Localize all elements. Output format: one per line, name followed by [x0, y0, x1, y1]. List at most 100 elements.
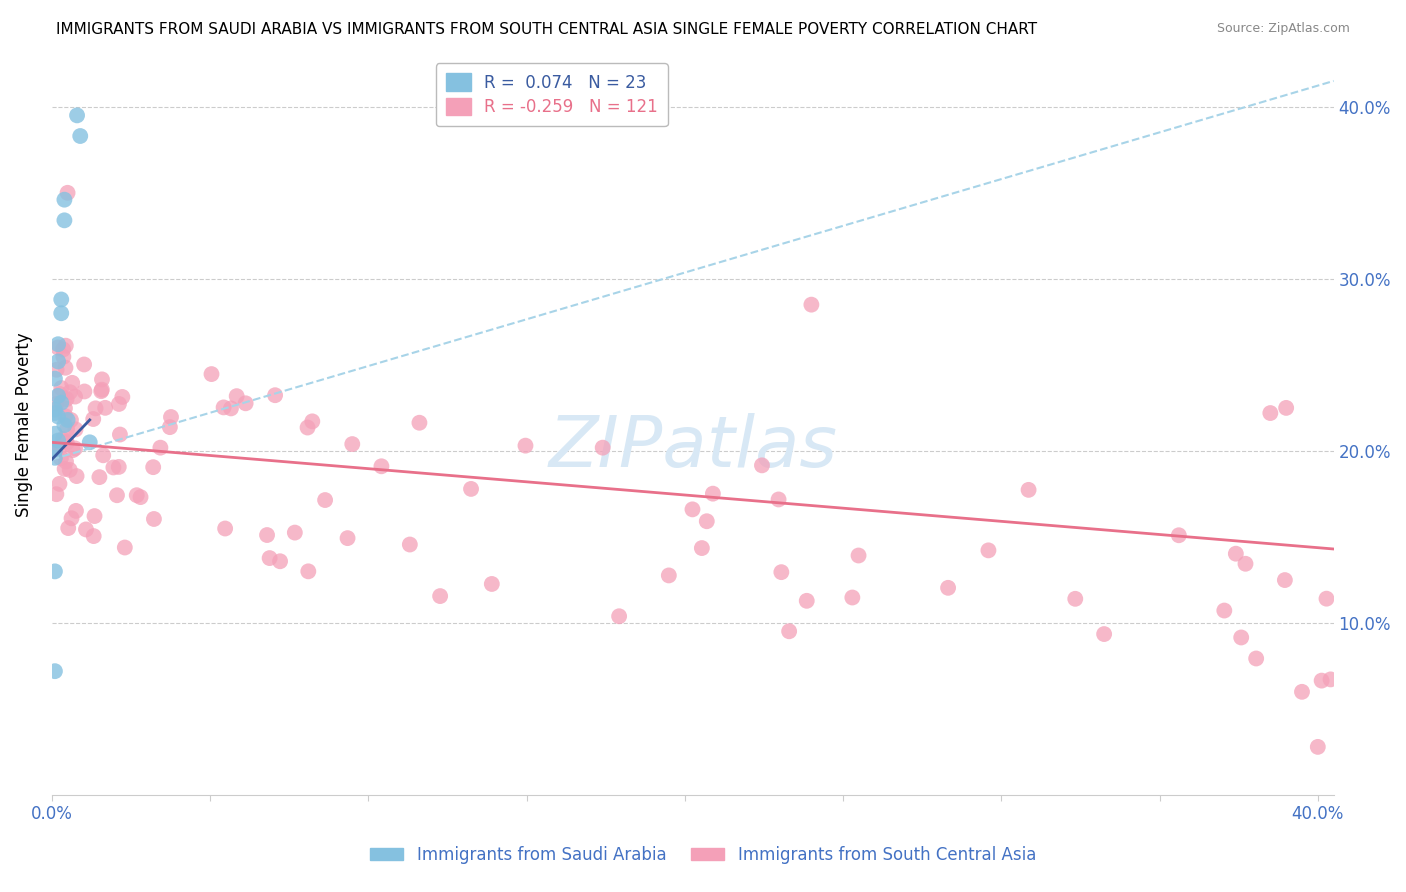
- Point: [51, 306, 73, 320]
- Point: [83, 509, 105, 524]
- Point: [65, 422, 87, 436]
- Point: [45, 487, 67, 501]
- Point: [69, 128, 91, 143]
- Point: [778, 624, 800, 639]
- Point: [159, 420, 181, 434]
- Point: [690, 541, 713, 555]
- Point: [702, 486, 724, 500]
- Point: [56, 413, 79, 427]
- Point: [51, 293, 73, 307]
- Point: [90, 384, 112, 399]
- Text: ZIPatlas: ZIPatlas: [548, 413, 837, 482]
- Point: [94, 401, 117, 415]
- Point: [52, 432, 75, 446]
- Point: [55, 360, 77, 375]
- Point: [89, 470, 111, 484]
- Point: [1310, 673, 1333, 688]
- Point: [90, 383, 112, 397]
- Point: [1092, 627, 1115, 641]
- Point: [841, 591, 863, 605]
- Point: [65, 469, 87, 483]
- Point: [44, 442, 66, 457]
- Point: [60, 376, 83, 390]
- Point: [59, 413, 82, 427]
- Point: [53, 418, 76, 433]
- Point: [515, 439, 537, 453]
- Point: [55, 392, 77, 406]
- Point: [51, 381, 73, 395]
- Point: [84, 401, 107, 416]
- Point: [105, 488, 128, 502]
- Point: [768, 492, 790, 507]
- Point: [125, 488, 148, 502]
- Point: [607, 609, 630, 624]
- Point: [160, 410, 183, 425]
- Point: [53, 462, 76, 476]
- Point: [55, 434, 77, 449]
- Point: [46, 434, 69, 448]
- Point: [44, 371, 66, 385]
- Point: [336, 531, 359, 545]
- Point: [658, 568, 681, 582]
- Point: [44, 565, 66, 579]
- Point: [481, 577, 503, 591]
- Point: [256, 528, 278, 542]
- Point: [1260, 406, 1282, 420]
- Point: [48, 441, 70, 455]
- Point: [1225, 547, 1247, 561]
- Point: [460, 482, 482, 496]
- Point: [53, 193, 76, 207]
- Point: [1315, 591, 1337, 606]
- Point: [1291, 685, 1313, 699]
- Point: [297, 420, 319, 434]
- Point: [284, 525, 307, 540]
- Point: [44, 444, 66, 458]
- Point: [408, 416, 430, 430]
- Point: [848, 549, 870, 563]
- Point: [46, 337, 69, 351]
- Point: [1167, 528, 1189, 542]
- Point: [53, 213, 76, 227]
- Point: [770, 565, 793, 579]
- Point: [142, 512, 165, 526]
- Point: [108, 397, 131, 411]
- Point: [46, 389, 69, 403]
- Point: [46, 341, 69, 355]
- Point: [48, 476, 70, 491]
- Point: [1244, 651, 1267, 665]
- Point: [297, 565, 319, 579]
- Point: [1319, 673, 1341, 687]
- Point: [58, 521, 80, 535]
- Point: [269, 554, 291, 568]
- Point: [314, 493, 336, 508]
- Point: [264, 388, 287, 402]
- Point: [45, 363, 67, 377]
- Point: [91, 448, 114, 462]
- Point: [107, 459, 129, 474]
- Point: [44, 402, 66, 417]
- Point: [83, 529, 105, 543]
- Point: [103, 460, 125, 475]
- Point: [129, 490, 152, 504]
- Point: [212, 401, 235, 415]
- Point: [46, 409, 69, 424]
- Point: [682, 502, 704, 516]
- Point: [63, 442, 86, 456]
- Point: [225, 389, 247, 403]
- Point: [66, 108, 89, 122]
- Point: [73, 358, 96, 372]
- Point: [82, 412, 104, 426]
- Point: [429, 589, 451, 603]
- Point: [59, 385, 82, 400]
- Point: [977, 543, 1000, 558]
- Point: [45, 397, 67, 411]
- Point: [1306, 739, 1329, 754]
- Point: [398, 537, 420, 551]
- Point: [73, 384, 96, 399]
- Text: IMMIGRANTS FROM SAUDI ARABIA VS IMMIGRANTS FROM SOUTH CENTRAL ASIA SINGLE FEMALE: IMMIGRANTS FROM SAUDI ARABIA VS IMMIGRAN…: [56, 22, 1038, 37]
- Point: [44, 450, 66, 465]
- Point: [53, 409, 76, 424]
- Point: [52, 350, 75, 364]
- Point: [1234, 557, 1257, 571]
- Point: [1275, 401, 1298, 415]
